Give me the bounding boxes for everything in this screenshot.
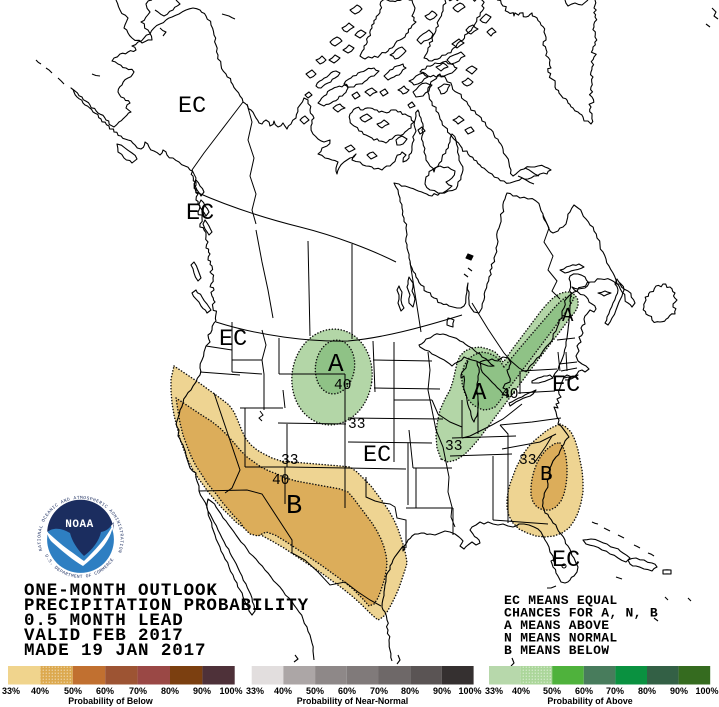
svg-text:A: A [328,349,344,379]
svg-text:90%: 90% [433,686,451,696]
svg-text:33: 33 [445,439,462,455]
svg-text:A: A [472,380,487,407]
svg-text:50%: 50% [543,686,561,696]
svg-text:40: 40 [501,387,518,403]
svg-text:A: A [562,305,574,327]
svg-text:40: 40 [272,473,289,489]
svg-text:0.5 MONTH LEAD: 0.5 MONTH LEAD [24,611,184,631]
svg-text:80%: 80% [638,686,656,696]
svg-text:100%: 100% [695,686,718,696]
svg-text:100%: 100% [219,686,242,696]
svg-text:50%: 50% [64,686,82,696]
svg-text:60%: 60% [575,686,593,696]
svg-text:100%: 100% [458,686,481,696]
svg-text:70%: 70% [129,686,147,696]
svg-text:CHANCES FOR A, N, B: CHANCES FOR A, N, B [504,606,658,621]
svg-text:ONE-MONTH OUTLOOK: ONE-MONTH OUTLOOK [24,581,218,601]
svg-text:B: B [286,492,302,522]
svg-text:EC: EC [178,93,206,120]
svg-text:80%: 80% [401,686,419,696]
svg-text:33%: 33% [246,686,264,696]
svg-text:50%: 50% [306,686,324,696]
svg-text:N MEANS NORMAL: N MEANS NORMAL [504,631,617,646]
svg-text:Probability of Below: Probability of Below [68,696,153,706]
svg-text:40: 40 [334,378,351,394]
svg-text:33%: 33% [485,686,503,696]
svg-text:90%: 90% [193,686,211,696]
svg-text:B: B [540,464,553,487]
svg-text:EC: EC [363,442,391,469]
svg-text:A MEANS ABOVE: A MEANS ABOVE [504,618,609,633]
svg-text:33: 33 [281,453,298,469]
svg-text:90%: 90% [670,686,688,696]
svg-text:33: 33 [519,453,536,469]
svg-text:80%: 80% [161,686,179,696]
svg-text:60%: 60% [338,686,356,696]
svg-text:EC: EC [552,547,580,574]
svg-text:40%: 40% [512,686,530,696]
svg-text:EC: EC [219,326,247,353]
svg-text:EC: EC [552,372,580,399]
svg-text:VALID FEB 2017: VALID FEB 2017 [24,626,184,646]
svg-text:40%: 40% [274,686,292,696]
svg-text:60%: 60% [96,686,114,696]
svg-text:EC: EC [186,200,214,227]
svg-text:40%: 40% [31,686,49,696]
svg-text:Probability of Above: Probability of Above [547,696,632,706]
svg-text:EC MEANS EQUAL: EC MEANS EQUAL [504,593,617,608]
svg-text:B MEANS BELOW: B MEANS BELOW [504,643,609,658]
svg-text:NOAA: NOAA [65,519,93,531]
svg-text:33: 33 [348,417,365,433]
svg-text:MADE 19 JAN 2017: MADE 19 JAN 2017 [24,641,206,661]
svg-text:70%: 70% [370,686,388,696]
svg-text:70%: 70% [606,686,624,696]
svg-text:Probability of Near-Normal: Probability of Near-Normal [297,696,408,706]
svg-text:33%: 33% [2,686,20,696]
svg-text:PRECIPITATION PROBABILITY: PRECIPITATION PROBABILITY [24,596,309,616]
